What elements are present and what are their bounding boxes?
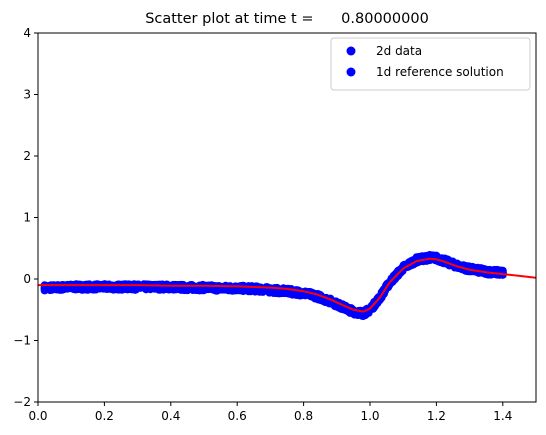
x-tick-label: 0.0 [28, 409, 47, 423]
y-tick-label: 3 [23, 88, 31, 102]
x-tick-label: 0.8 [294, 409, 313, 423]
x-axis: 0.0 0.2 0.4 0.6 0.8 1.0 1.2 1.4 [28, 402, 512, 423]
x-tick-label: 1.0 [360, 409, 379, 423]
y-tick-label: −2 [13, 395, 31, 409]
x-tick-label: 0.6 [228, 409, 247, 423]
legend-marker-2d-data [346, 46, 356, 56]
series-1d-reference-line [38, 257, 536, 313]
y-tick-label: −1 [13, 334, 31, 348]
y-tick-label: 4 [23, 26, 31, 40]
y-tick-label: 2 [23, 149, 31, 163]
x-tick-label: 1.2 [427, 409, 446, 423]
y-tick-label: 1 [23, 211, 31, 225]
y-axis: −2 −1 0 1 2 3 4 [13, 26, 38, 409]
x-tick-label: 0.4 [161, 409, 180, 423]
scatter-point [150, 283, 159, 291]
legend-label-1d-reference: 1d reference solution [376, 65, 504, 79]
plot-area [38, 250, 536, 321]
x-tick-label: 0.2 [95, 409, 114, 423]
x-tick-label: 1.4 [493, 409, 512, 423]
y-tick-label: 0 [23, 272, 31, 286]
legend-label-2d-data: 2d data [376, 44, 422, 58]
legend-marker-1d-reference [346, 67, 356, 77]
legend-box [330, 37, 531, 91]
scatter-point [166, 283, 175, 291]
chart-title: Scatter plot at time t = 0.80000000 [145, 11, 429, 27]
legend: 2d data 1d reference solution [330, 37, 531, 91]
